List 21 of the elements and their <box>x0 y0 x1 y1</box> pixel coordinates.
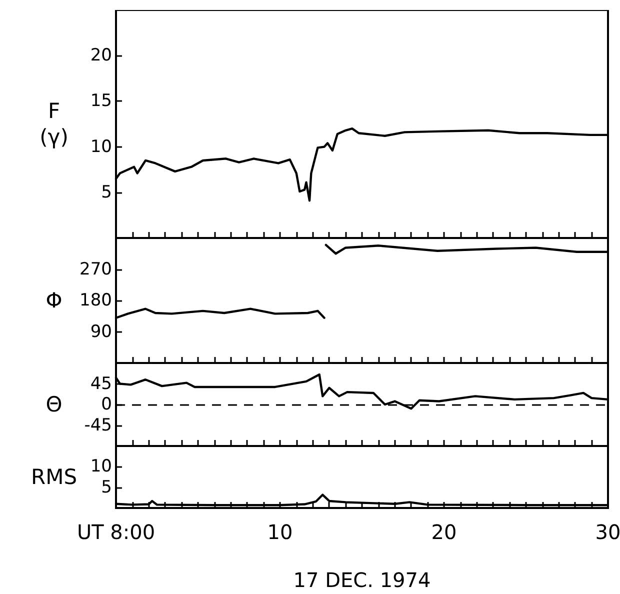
y-tick-label: 5 <box>101 182 112 202</box>
y-tick-label: 0 <box>101 394 112 414</box>
x-tick-label: 20 <box>431 520 457 544</box>
y-tick-label: 5 <box>101 477 112 498</box>
y-tick-label: 10 <box>90 136 112 157</box>
y-tick-label: -45 <box>84 415 112 436</box>
y-axis-title: F (γ) <box>40 99 68 149</box>
y-tick-label: 90 <box>90 322 112 342</box>
y-tick-label: 45 <box>90 374 112 394</box>
y-axis-title: RMS <box>30 465 78 489</box>
x-tick-label: 30 <box>595 520 620 544</box>
y-axis-title: Θ <box>46 392 62 416</box>
y-tick-label: 10 <box>90 456 112 477</box>
y-tick-label: 20 <box>90 46 112 66</box>
y-tick-label: 270 <box>80 259 112 280</box>
x-tick-label: UT 8:00 <box>76 520 156 544</box>
x-tick-label: 10 <box>267 520 293 544</box>
y-tick-label: 180 <box>80 290 112 310</box>
y-tick-label: 15 <box>90 91 112 112</box>
x-axis-title: 17 DEC. 1974 <box>293 568 431 592</box>
y-axis-title: Φ <box>46 288 62 312</box>
